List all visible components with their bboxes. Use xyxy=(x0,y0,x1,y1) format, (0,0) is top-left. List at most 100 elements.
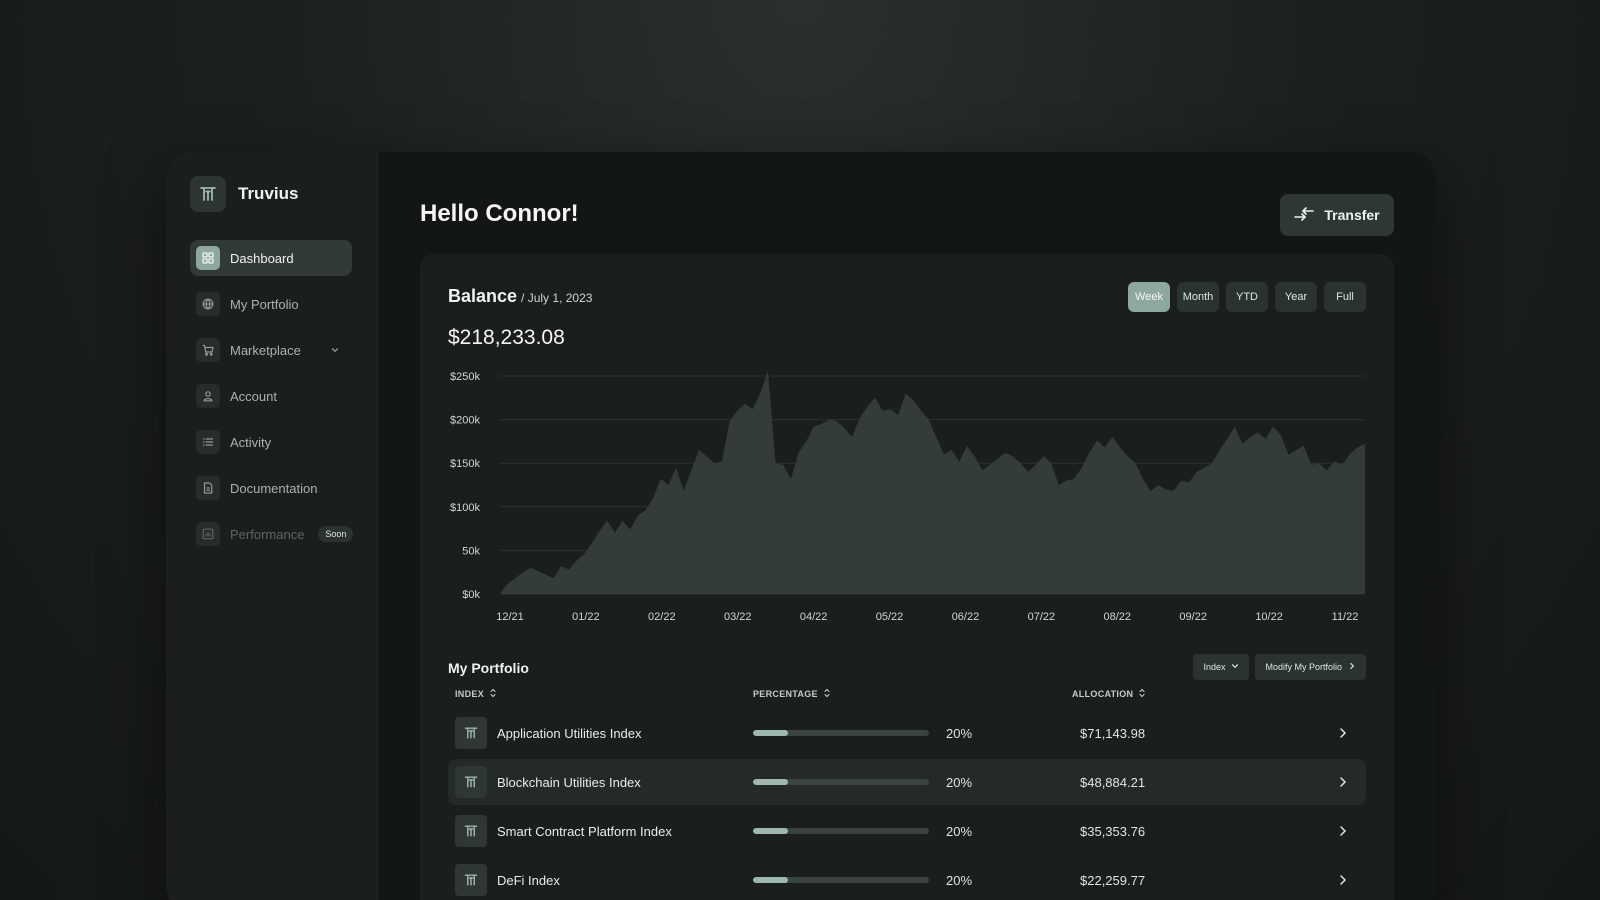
globe-icon xyxy=(196,292,220,316)
table-row[interactable]: DeFi Index 20% $22,259.77 xyxy=(448,857,1366,900)
x-tick-label: 09/22 xyxy=(1179,611,1207,623)
list-icon xyxy=(196,430,220,454)
table-row[interactable]: Application Utilities Index 20% $71,143.… xyxy=(448,710,1366,756)
index-filter-dropdown[interactable]: Index xyxy=(1193,654,1250,680)
percentage-bar xyxy=(753,877,929,883)
modify-portfolio-label: Modify My Portfolio xyxy=(1265,662,1342,672)
percentage-value: 20% xyxy=(946,873,973,888)
x-tick-label: 03/22 xyxy=(724,611,752,623)
sidebar-item-performance: Performance Soon xyxy=(190,516,354,552)
column-header-label: INDEX xyxy=(455,689,485,699)
y-tick-label: 50k xyxy=(462,545,480,557)
percentage-bar-fill xyxy=(753,779,789,785)
transfer-button[interactable]: Transfer xyxy=(1280,194,1394,236)
sidebar-item-label: My Portfolio xyxy=(230,296,299,312)
allocation-value: $35,353.76 xyxy=(1080,824,1146,839)
chevron-right-icon xyxy=(1338,824,1348,842)
percentage-bar-fill xyxy=(753,730,789,736)
sidebar-item-label: Account xyxy=(230,388,277,404)
balance-date: / July 1, 2023 xyxy=(521,291,593,305)
x-tick-label: 05/22 xyxy=(876,611,904,623)
brand-name: Truvius xyxy=(238,184,299,203)
column-header-label: PERCENTAGE xyxy=(753,689,818,699)
x-tick-label: 12/21 xyxy=(496,611,524,623)
document-icon xyxy=(196,476,220,500)
soon-badge: Soon xyxy=(318,526,354,542)
modify-portfolio-button[interactable]: Modify My Portfolio xyxy=(1255,654,1366,680)
balance-title: Balance xyxy=(448,286,518,306)
sidebar-nav: Dashboard My Portfolio Marketplace xyxy=(190,240,354,562)
sidebar: Truvius Dashboard My Portfolio Marketpla… xyxy=(166,152,378,900)
range-tab-year[interactable]: Year xyxy=(1275,282,1317,312)
index-name: DeFi Index xyxy=(497,873,560,888)
x-tick-label: 01/22 xyxy=(572,611,600,623)
percentage-value: 20% xyxy=(946,726,973,741)
index-logo-icon xyxy=(455,766,487,798)
allocation-value: $48,884.21 xyxy=(1080,775,1146,790)
index-logo-icon xyxy=(455,815,487,847)
index-name: Application Utilities Index xyxy=(497,726,642,741)
percentage-value: 20% xyxy=(946,775,973,790)
column-header-percentage[interactable]: PERCENTAGE xyxy=(753,688,830,700)
y-tick-label: $0k xyxy=(462,589,480,601)
sidebar-item-my-portfolio[interactable]: My Portfolio xyxy=(190,286,352,322)
balance-header: Balance / July 1, 2023 xyxy=(448,286,592,307)
column-header-allocation[interactable]: ALLOCATION xyxy=(1072,688,1145,700)
x-tick-label: 10/22 xyxy=(1255,611,1283,623)
y-tick-label: $150k xyxy=(450,458,480,470)
transfer-arrows-icon xyxy=(1294,206,1315,224)
sidebar-item-marketplace[interactable]: Marketplace xyxy=(190,332,352,368)
balance-value: $218,233.08 xyxy=(448,326,565,349)
sort-icon xyxy=(824,688,830,700)
transfer-label: Transfer xyxy=(1324,207,1380,223)
column-header-label: ALLOCATION xyxy=(1072,689,1134,699)
percentage-bar-fill xyxy=(753,877,789,883)
x-tick-label: 04/22 xyxy=(800,611,828,623)
sidebar-item-account[interactable]: Account xyxy=(190,378,352,414)
sidebar-item-label: Documentation xyxy=(230,480,318,496)
range-tab-full[interactable]: Full xyxy=(1324,282,1366,312)
portfolio-title: My Portfolio xyxy=(448,660,529,676)
x-tick-label: 08/22 xyxy=(1104,611,1132,623)
portfolio-table: Application Utilities Index 20% $71,143.… xyxy=(448,710,1366,900)
allocation-value: $22,259.77 xyxy=(1080,873,1146,888)
portfolio-controls: Index Modify My Portfolio xyxy=(1193,654,1366,680)
index-name: Smart Contract Platform Index xyxy=(497,824,672,839)
index-name: Blockchain Utilities Index xyxy=(497,775,641,790)
allocation-value: $71,143.98 xyxy=(1080,726,1146,741)
percentage-bar-fill xyxy=(753,828,789,834)
percentage-bar xyxy=(753,828,929,834)
sidebar-item-activity[interactable]: Activity xyxy=(190,424,352,460)
range-tabs: Week Month YTD Year Full xyxy=(1128,282,1366,312)
user-icon xyxy=(196,384,220,408)
truvius-logo-icon xyxy=(190,176,226,212)
main-content: Hello Connor! Transfer Balance / July 1,… xyxy=(378,152,1436,900)
sort-icon xyxy=(1139,688,1145,700)
sidebar-item-label: Dashboard xyxy=(230,250,294,266)
sidebar-item-documentation[interactable]: Documentation xyxy=(190,470,352,506)
brand[interactable]: Truvius xyxy=(190,176,298,212)
sidebar-item-dashboard[interactable]: Dashboard xyxy=(190,240,352,276)
page-title: Hello Connor! xyxy=(420,200,579,227)
sidebar-item-label: Marketplace xyxy=(230,342,301,358)
x-tick-label: 07/22 xyxy=(1028,611,1056,623)
x-tick-label: 11/22 xyxy=(1332,611,1359,623)
sort-icon xyxy=(490,688,496,700)
table-row[interactable]: Smart Contract Platform Index 20% $35,35… xyxy=(448,808,1366,854)
chevron-down-icon[interactable] xyxy=(330,343,340,358)
chevron-right-icon xyxy=(1338,873,1348,891)
column-header-index[interactable]: INDEX xyxy=(455,688,496,700)
table-row[interactable]: Blockchain Utilities Index 20% $48,884.2… xyxy=(448,759,1366,805)
range-tab-month[interactable]: Month xyxy=(1177,282,1219,312)
x-tick-label: 06/22 xyxy=(952,611,980,623)
grid-icon xyxy=(196,246,220,270)
app-window: Truvius Dashboard My Portfolio Marketpla… xyxy=(166,152,1436,900)
range-tab-ytd[interactable]: YTD xyxy=(1226,282,1268,312)
percentage-bar xyxy=(753,779,929,785)
balance-area-chart: $0k 50k $100k $150k $200k $250k 12/21 01/22 02/2… xyxy=(450,370,1365,623)
x-tick-label: 02/22 xyxy=(648,611,676,623)
range-tab-week[interactable]: Week xyxy=(1128,282,1170,312)
y-tick-label: $250k xyxy=(450,371,480,383)
chevron-right-icon xyxy=(1338,775,1348,793)
y-tick-label: $100k xyxy=(450,502,480,514)
